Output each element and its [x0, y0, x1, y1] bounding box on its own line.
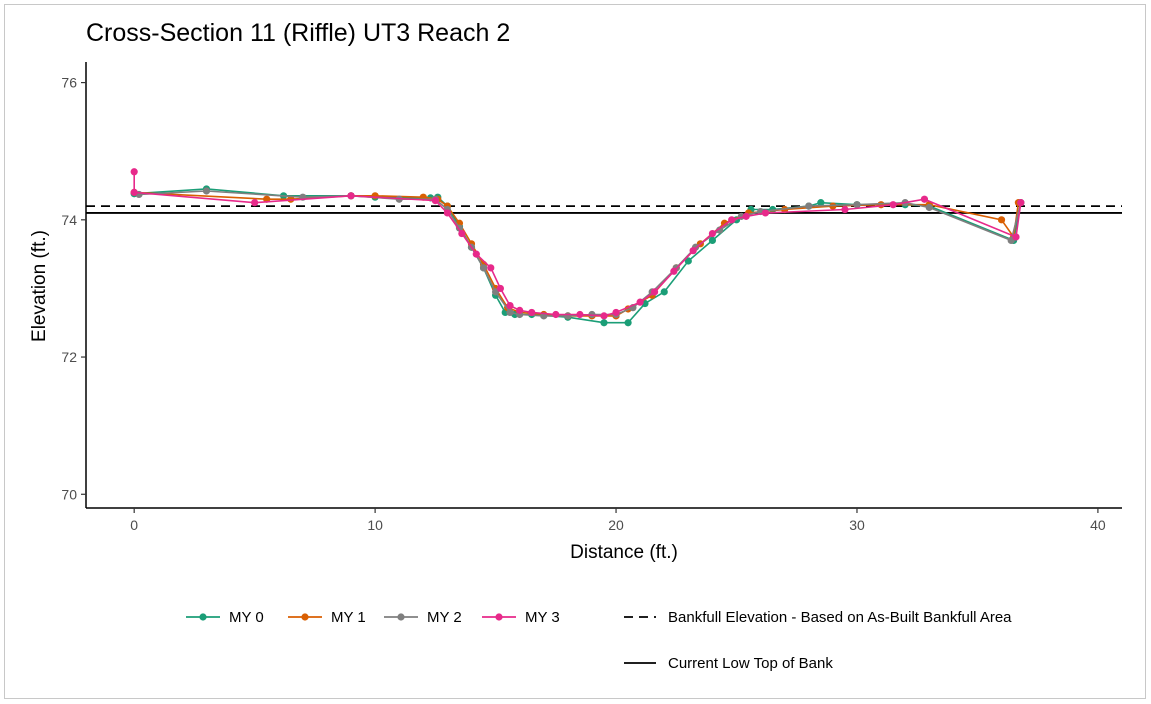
- axes: 0 10 20 30 40 70 72 74 76: [61, 62, 1122, 533]
- legend-item-my-1: MY 1: [288, 609, 366, 626]
- legend-item-my-2: MY 2: [384, 609, 462, 626]
- legend-swatch-marker: [397, 613, 405, 621]
- legend: MY 0 MY 1 MY 2 MY 3 Bankfull Elevation - Bas…: [186, 609, 1012, 672]
- data-point-my-3: [347, 192, 355, 200]
- x-tick-label: 40: [1090, 517, 1106, 533]
- data-point-my-3: [431, 197, 439, 205]
- data-point-my-3: [552, 310, 560, 319]
- data-point-my-3: [576, 310, 584, 319]
- data-point-my-3: [841, 205, 849, 214]
- data-point-my-3: [506, 301, 514, 310]
- x-axis-title: Distance (ft.): [570, 542, 678, 563]
- data-point-my-3: [1012, 233, 1020, 241]
- data-point-my-3: [761, 209, 770, 217]
- data-point-my-2: [805, 202, 813, 210]
- series-line-my-0: [134, 188, 1022, 324]
- y-tick-label: 74: [61, 212, 77, 228]
- chart-title: Cross-Section 11 (Riffle) UT3 Reach 2: [86, 19, 510, 47]
- legend-label: Current Low Top of Bank: [668, 655, 833, 672]
- data-point-my-0: [660, 288, 668, 296]
- legend-label: MY 2: [427, 609, 462, 626]
- x-tick-label: 30: [849, 517, 865, 533]
- data-point-my-3: [600, 312, 608, 320]
- y-tick-label: 70: [61, 486, 77, 502]
- data-point-my-3: [728, 216, 736, 224]
- data-point-my-3: [742, 212, 750, 220]
- x-tick-label: 10: [367, 517, 383, 533]
- data-point-my-3: [612, 308, 620, 317]
- data-point-my-3: [689, 247, 697, 255]
- legend-item-my-3: MY 3: [482, 609, 560, 626]
- legend-swatch-marker: [301, 613, 309, 621]
- legend-item-my-0: MY 0: [186, 609, 264, 626]
- data-point-my-1: [877, 201, 885, 209]
- series-line-my-1: [134, 191, 1020, 317]
- legend-label: MY 3: [525, 609, 560, 626]
- x-tick-label: 20: [608, 517, 624, 533]
- data-point-my-2: [506, 308, 514, 317]
- data-point-my-2: [564, 312, 572, 320]
- plot-area: [86, 168, 1122, 327]
- data-point-my-3: [920, 195, 929, 203]
- data-point-my-3: [1017, 199, 1025, 207]
- data-point-my-3: [496, 284, 504, 293]
- series-line-my-2: [138, 190, 1022, 317]
- legend-item-bankfull: Bankfull Elevation - Based on As-Built B…: [624, 609, 1012, 626]
- data-point-my-1: [997, 216, 1006, 224]
- x-tick-label: 0: [130, 517, 138, 533]
- data-point-my-0: [708, 236, 717, 244]
- legend-swatch-marker: [199, 613, 207, 621]
- data-point-my-0: [817, 199, 825, 207]
- data-point-my-3: [251, 199, 259, 207]
- data-point-my-3: [708, 229, 717, 238]
- data-point-my-0: [600, 319, 608, 327]
- data-point-my-3: [130, 168, 138, 176]
- data-point-my-0: [684, 257, 692, 265]
- legend-item-low-top-of-bank: Current Low Top of Bank: [624, 655, 833, 672]
- chart-frame: [4, 4, 1146, 699]
- data-point-my-3: [516, 306, 524, 314]
- data-point-my-3: [130, 188, 138, 196]
- data-point-my-2: [925, 203, 933, 212]
- data-point-my-3: [487, 264, 495, 272]
- legend-label: Bankfull Elevation - Based on As-Built B…: [668, 609, 1012, 626]
- data-point-my-3: [528, 308, 536, 317]
- data-point-my-2: [716, 226, 724, 234]
- data-point-my-3: [636, 298, 644, 306]
- data-point-my-3: [458, 229, 466, 238]
- data-point-my-3: [472, 250, 480, 258]
- series-line-my-3: [133, 171, 1022, 317]
- y-tick-label: 72: [61, 349, 77, 365]
- legend-label: MY 0: [229, 609, 264, 626]
- y-axis-title: Elevation (ft.): [29, 230, 50, 342]
- data-point-my-2: [479, 264, 488, 272]
- data-point-my-3: [443, 209, 451, 217]
- data-point-my-3: [670, 267, 678, 275]
- data-point-my-3: [889, 201, 897, 209]
- data-point-my-3: [650, 288, 659, 296]
- data-point-my-2: [202, 187, 211, 195]
- legend-label: MY 1: [331, 609, 366, 626]
- y-tick-label: 76: [61, 75, 77, 91]
- data-point-my-0: [624, 319, 632, 327]
- legend-swatch-marker: [495, 613, 503, 621]
- data-point-my-2: [853, 201, 861, 209]
